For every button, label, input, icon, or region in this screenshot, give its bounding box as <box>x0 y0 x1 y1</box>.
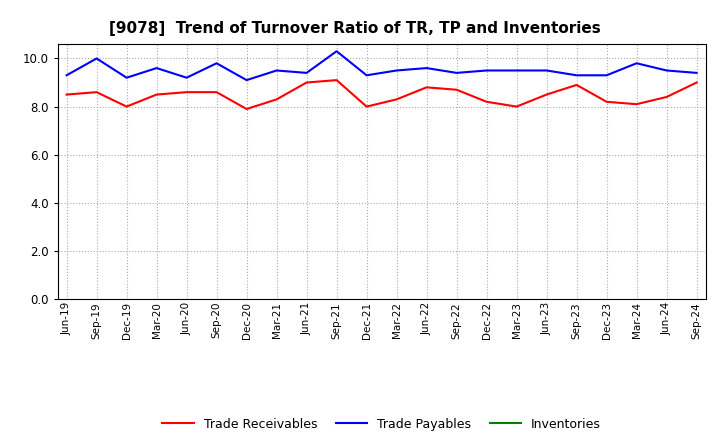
Trade Receivables <box>422 84 431 90</box>
Trade Payables <box>212 61 221 66</box>
Trade Receivables <box>212 89 221 95</box>
Trade Receivables <box>153 92 161 97</box>
Trade Receivables <box>602 99 611 104</box>
Trade Receivables <box>482 99 491 104</box>
Trade Payables <box>62 73 71 78</box>
Trade Receivables <box>302 80 311 85</box>
Trade Payables <box>242 77 251 83</box>
Trade Payables <box>572 73 581 78</box>
Trade Payables <box>92 56 101 61</box>
Trade Payables <box>333 48 341 54</box>
Trade Receivables <box>542 92 551 97</box>
Trade Payables <box>362 73 371 78</box>
Legend: Trade Receivables, Trade Payables, Inventories: Trade Receivables, Trade Payables, Inven… <box>157 413 606 436</box>
Trade Receivables <box>242 106 251 112</box>
Trade Receivables <box>92 89 101 95</box>
Trade Receivables <box>182 89 191 95</box>
Trade Receivables <box>452 87 461 92</box>
Trade Receivables <box>392 97 401 102</box>
Trade Receivables <box>333 77 341 83</box>
Trade Receivables <box>572 82 581 88</box>
Trade Payables <box>302 70 311 76</box>
Trade Payables <box>693 70 701 76</box>
Trade Receivables <box>62 92 71 97</box>
Trade Receivables <box>693 80 701 85</box>
Trade Receivables <box>122 104 131 109</box>
Trade Payables <box>662 68 671 73</box>
Trade Payables <box>482 68 491 73</box>
Trade Payables <box>513 68 521 73</box>
Line: Trade Payables: Trade Payables <box>66 51 697 80</box>
Trade Payables <box>542 68 551 73</box>
Trade Payables <box>602 73 611 78</box>
Line: Trade Receivables: Trade Receivables <box>66 80 697 109</box>
Trade Payables <box>153 66 161 71</box>
Trade Payables <box>272 68 281 73</box>
Trade Receivables <box>362 104 371 109</box>
Trade Payables <box>422 66 431 71</box>
Text: [9078]  Trend of Turnover Ratio of TR, TP and Inventories: [9078] Trend of Turnover Ratio of TR, TP… <box>109 21 601 36</box>
Trade Payables <box>182 75 191 81</box>
Trade Payables <box>632 61 641 66</box>
Trade Receivables <box>662 94 671 99</box>
Trade Payables <box>122 75 131 81</box>
Trade Payables <box>392 68 401 73</box>
Trade Receivables <box>513 104 521 109</box>
Trade Payables <box>452 70 461 76</box>
Trade Receivables <box>272 97 281 102</box>
Trade Receivables <box>632 102 641 107</box>
